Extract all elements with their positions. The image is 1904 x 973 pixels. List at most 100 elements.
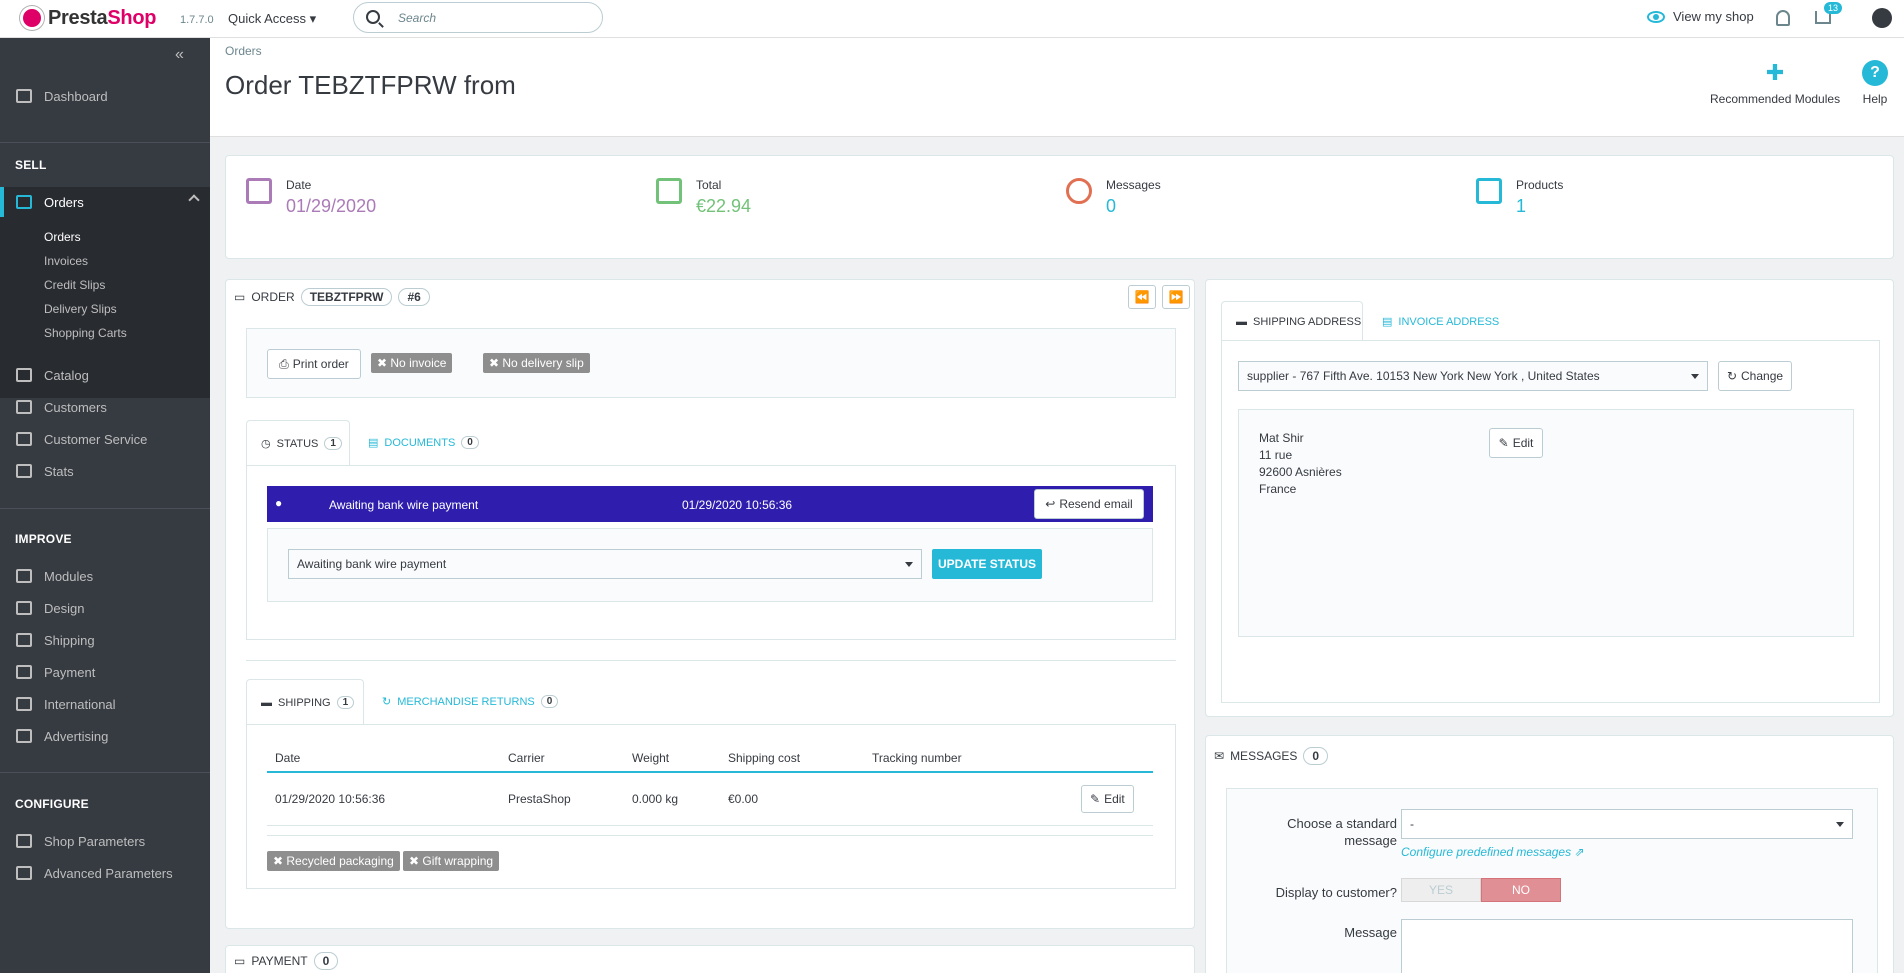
sidebar-item-international[interactable]: International <box>0 690 210 718</box>
section-sell: SELL <box>15 158 47 172</box>
version-label: 1.7.7.0 <box>180 14 214 26</box>
toggle-yes[interactable]: YES <box>1401 878 1481 902</box>
standard-message-select[interactable]: - <box>1401 809 1853 839</box>
collapse-sidebar-icon[interactable]: « <box>175 46 184 63</box>
pencil-icon: ✎ <box>1090 792 1101 806</box>
message-textarea[interactable] <box>1401 919 1853 973</box>
shipping-address-select[interactable]: supplier - 767 Fifth Ave. 10153 New York… <box>1238 361 1708 391</box>
sidebar-item-design[interactable]: Design <box>0 594 210 622</box>
address-text: Mat Shir 11 rue 92600 Asnières France <box>1259 431 1342 496</box>
next-order-button[interactable]: ⏩ <box>1162 285 1190 309</box>
file-text-icon: ▤ <box>1382 316 1393 328</box>
address-panel: ▬ SHIPPING ADDRESS ▤ INVOICE ADDRESS suppl… <box>1205 279 1894 717</box>
orders-submenu: Orders Invoices Credit Slips Delivery Sl… <box>0 217 210 398</box>
current-status-row: ● Awaiting bank wire payment 01/29/2020 … <box>267 486 1153 522</box>
tab-shipping-address[interactable]: ▬ SHIPPING ADDRESS <box>1221 301 1363 341</box>
shipping-tab-content: Date Carrier Weight Shipping cost Tracki… <box>246 724 1176 889</box>
order-id: #6 <box>398 288 430 306</box>
sidebar-item-shop-parameters[interactable]: Shop Parameters <box>0 827 210 855</box>
sidebar-item-dashboard[interactable]: Dashboard <box>0 82 210 110</box>
order-actions-well: ⎙ Print order ✖ No invoice ✖ No delivery … <box>246 328 1176 398</box>
book-icon <box>1476 178 1502 204</box>
resend-email-button[interactable]: ↩ Resend email <box>1034 489 1144 519</box>
print-order-button[interactable]: ⎙ Print order <box>267 349 361 379</box>
search-input[interactable]: Search <box>353 2 603 33</box>
sidebar-item-advanced-parameters[interactable]: Advanced Parameters <box>0 859 210 887</box>
truck-icon: ▬ <box>1236 315 1247 328</box>
messages-panel-heading: ✉ MESSAGES 0 <box>1214 747 1329 765</box>
clock-icon: ◷ <box>261 438 271 450</box>
address-card: Mat Shir 11 rue 92600 Asnières France ✎ E… <box>1238 409 1854 637</box>
table-row: 01/29/2020 10:56:36 PrestaShop 0.000 kg … <box>267 772 1153 826</box>
tab-merchandise-returns[interactable]: ↻ MERCHANDISE RETURNS 0 <box>382 695 559 708</box>
money-icon: ▭ <box>234 954 246 968</box>
submenu-invoices[interactable]: Invoices <box>44 254 89 268</box>
kpi-total: Total €22.94 <box>656 178 751 217</box>
sidebar-item-customers[interactable]: Customers <box>0 393 210 421</box>
page-header: Orders Order TEBZTFPRW from ✚ Recommended… <box>210 38 1904 137</box>
store-icon <box>16 368 32 382</box>
quick-access-dropdown[interactable]: Quick Access ▾ <box>228 11 317 26</box>
configure-messages-link[interactable]: Configure predefined messages ⇗ <box>1401 845 1585 859</box>
truck-icon: ▬ <box>261 696 272 709</box>
employee-avatar-icon[interactable] <box>1872 8 1892 28</box>
account-icon <box>16 400 32 414</box>
previous-order-button[interactable]: ⏪ <box>1128 285 1156 309</box>
view-shop-link[interactable]: View my shop <box>1647 9 1754 24</box>
edit-address-button[interactable]: ✎ Edit <box>1489 428 1543 458</box>
credit-card-icon: ▭ <box>234 290 246 304</box>
submenu-orders[interactable]: Orders <box>44 230 81 244</box>
recommended-modules-button[interactable]: ✚ Recommended Modules <box>1710 60 1841 106</box>
tab-shipping[interactable]: ▬ SHIPPING 1 <box>246 679 364 725</box>
bar-chart-icon <box>16 464 32 478</box>
toggle-no[interactable]: NO <box>1481 878 1561 902</box>
page-title: Order TEBZTFPRW from <box>225 70 516 100</box>
sidebar-item-customer-service[interactable]: Customer Service <box>0 425 210 453</box>
kpi-messages: Messages 0 <box>1066 178 1161 217</box>
change-address-button[interactable]: ↻ Change <box>1718 361 1792 391</box>
sidebar-item-stats[interactable]: Stats <box>0 457 210 485</box>
submenu-delivery-slips[interactable]: Delivery Slips <box>44 302 117 316</box>
refresh-icon: ↻ <box>1726 369 1737 383</box>
shipping-table: Date Carrier Weight Shipping cost Tracki… <box>267 745 1153 826</box>
sidebar-item-payment[interactable]: Payment <box>0 658 210 686</box>
breadcrumb[interactable]: Orders <box>225 44 262 58</box>
order-panel-heading: ▭ ORDER TEBZTFPRW #6 <box>234 288 430 306</box>
help-button[interactable]: ? Help <box>1862 60 1888 106</box>
sidebar-item-advertising[interactable]: Advertising <box>0 722 210 750</box>
tab-status[interactable]: ◷ STATUS 1 <box>246 420 350 466</box>
forward-icon: ⏩ <box>1168 290 1184 304</box>
edit-shipping-button[interactable]: ✎ Edit <box>1081 785 1134 813</box>
file-icon: ▤ <box>368 437 379 449</box>
sidebar-item-modules[interactable]: Modules <box>0 562 210 590</box>
section-configure: CONFIGURE <box>15 797 89 811</box>
puzzle-icon <box>16 569 32 583</box>
tab-documents[interactable]: ▤ DOCUMENTS 0 <box>368 436 479 449</box>
notifications-bell-icon[interactable] <box>1776 10 1790 26</box>
no-delivery-slip-tag: ✖ No delivery slip <box>483 353 590 373</box>
cart-count-badge: 13 <box>1824 2 1843 14</box>
tab-invoice-address[interactable]: ▤ INVOICE ADDRESS <box>1382 315 1500 329</box>
sidebar-item-shipping[interactable]: Shipping <box>0 626 210 654</box>
order-status-select[interactable]: Awaiting bank wire payment <box>288 549 922 579</box>
money-icon <box>656 178 682 204</box>
prestashop-logo[interactable]: PrestaShop <box>20 6 156 30</box>
status-tab-content: ● Awaiting bank wire payment 01/29/2020 … <box>246 465 1176 640</box>
recycled-packaging-tag: ✖ Recycled packaging <box>267 851 400 871</box>
display-to-customer-toggle[interactable]: YES NO <box>1401 878 1561 902</box>
help-icon: ? <box>1862 60 1888 86</box>
pencil-icon: ✎ <box>1498 436 1509 450</box>
orders-cart-icon[interactable] <box>1815 11 1831 24</box>
submenu-shopping-carts[interactable]: Shopping Carts <box>44 326 127 340</box>
kpi-panel: Date 01/29/2020 Total €22.94 Messages 0 Pro… <box>225 155 1894 259</box>
table-header-row: Date Carrier Weight Shipping cost Tracki… <box>267 745 1153 773</box>
external-link-icon: ⇗ <box>1574 845 1585 859</box>
sidebar-item-orders[interactable]: Orders <box>0 187 210 217</box>
payment-panel-heading: ▭ PAYMENT 0 <box>234 952 339 970</box>
update-status-button[interactable]: UPDATE STATUS <box>932 549 1042 579</box>
sidebar-item-catalog[interactable]: Catalog <box>0 361 210 389</box>
submenu-credit-slips[interactable]: Credit Slips <box>44 278 106 292</box>
calendar-icon <box>246 178 272 204</box>
search-icon <box>366 10 380 24</box>
coins-icon: ● <box>275 496 283 510</box>
